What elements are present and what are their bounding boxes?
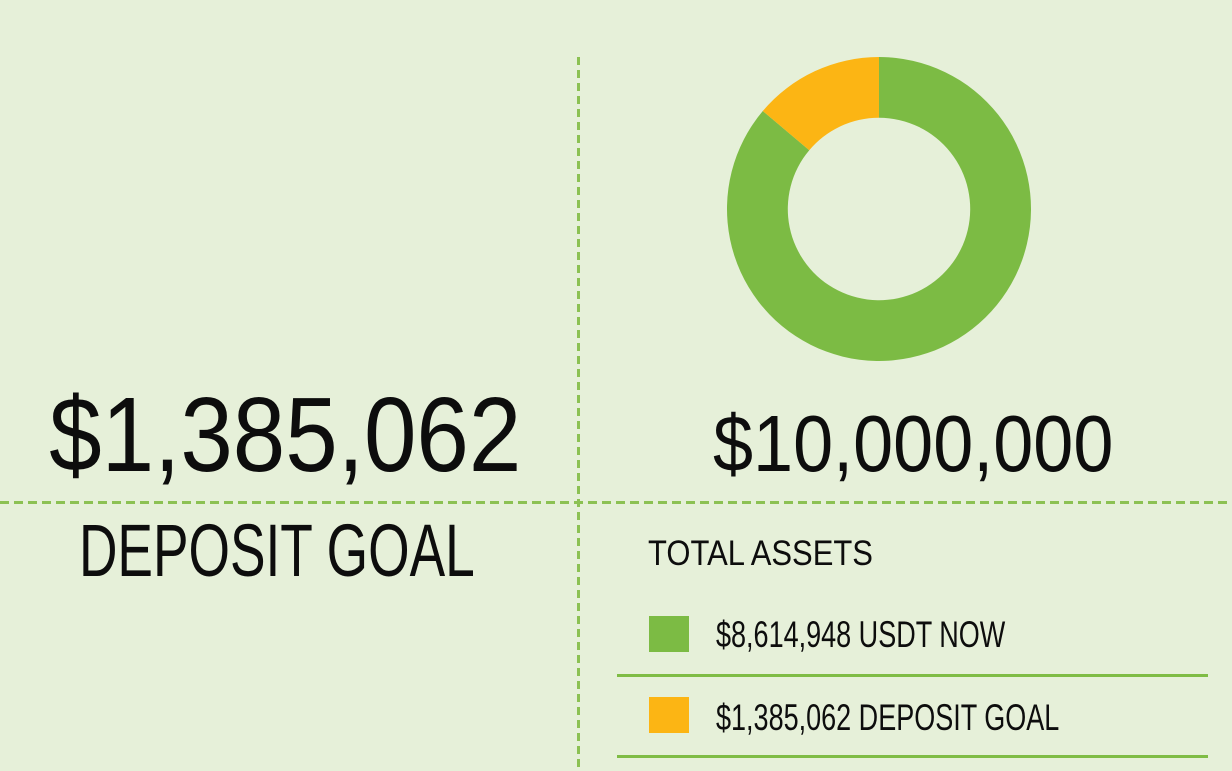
legend-item-deposit-goal: $1,385,062 DEPOSIT GOAL — [716, 699, 1186, 736]
total-assets-label: TOTAL ASSETS — [648, 536, 902, 571]
total-assets-amount: $10,000,000 — [713, 404, 1158, 484]
deposit-goal-label: DEPOSIT GOAL — [0, 514, 554, 588]
deposit-goal-amount-text: $1,385,062 — [48, 376, 522, 494]
legend-divider-2 — [617, 755, 1208, 758]
legend-divider-1 — [617, 674, 1208, 677]
legend-label-deposit-goal: $1,385,062 DEPOSIT GOAL — [716, 697, 1060, 738]
legend-item-usdt-now: $8,614,948 USDT NOW — [716, 616, 1112, 653]
legend-swatch-deposit-goal — [649, 697, 689, 733]
legend-swatch-usdt-now — [649, 616, 689, 652]
horizontal-dashed-divider — [0, 501, 1232, 504]
vertical-dashed-divider — [577, 57, 580, 771]
total-assets-donut-chart — [727, 57, 1031, 361]
donut-slice-usdt-now — [727, 57, 1031, 361]
legend-label-usdt-now: $8,614,948 USDT NOW — [716, 614, 1006, 655]
deposit-goal-amount: $1,385,062 — [0, 382, 570, 488]
total-assets-label-text: TOTAL ASSETS — [648, 534, 873, 573]
total-assets-amount-text: $10,000,000 — [713, 399, 1114, 488]
donut-slice-deposit-goal — [762, 57, 879, 151]
deposit-goal-label-text: DEPOSIT GOAL — [79, 509, 475, 592]
